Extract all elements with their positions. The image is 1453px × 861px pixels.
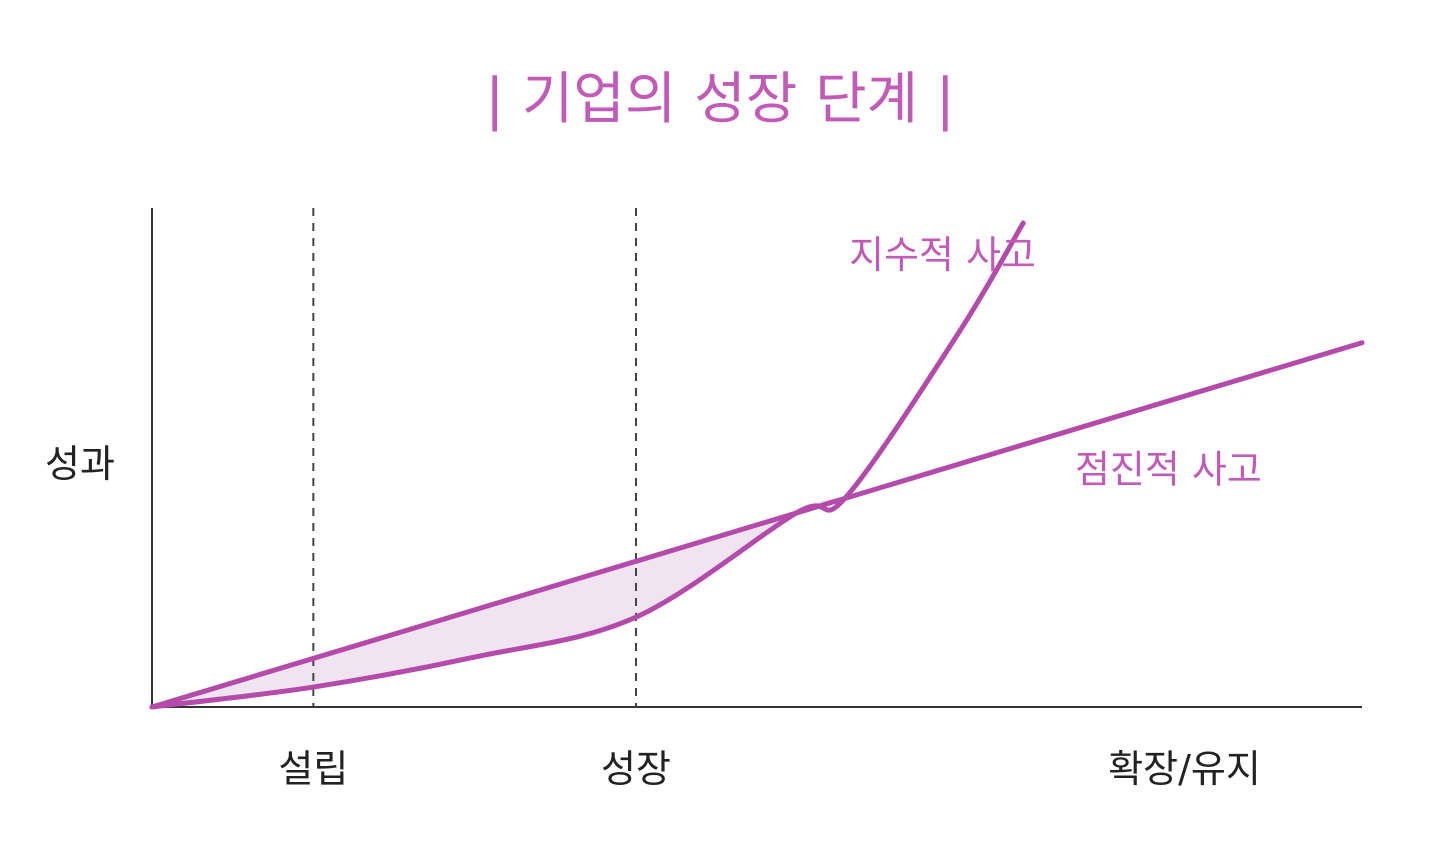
stage-label-founding: 설립 — [278, 747, 348, 791]
y-axis-label: 성과 — [45, 442, 115, 486]
series-label-gradual: 점진적 사고 — [1075, 447, 1262, 491]
chart-title: | 기업의 성장 단계 | — [485, 67, 955, 132]
stage-label-expansion: 확장/유지 — [1108, 747, 1261, 791]
series-label-exponential: 지수적 사고 — [849, 233, 1036, 277]
series-line-gradual — [149, 340, 1365, 710]
series-line-exponential — [149, 220, 1026, 710]
stage-label-growth: 성장 — [601, 747, 671, 791]
